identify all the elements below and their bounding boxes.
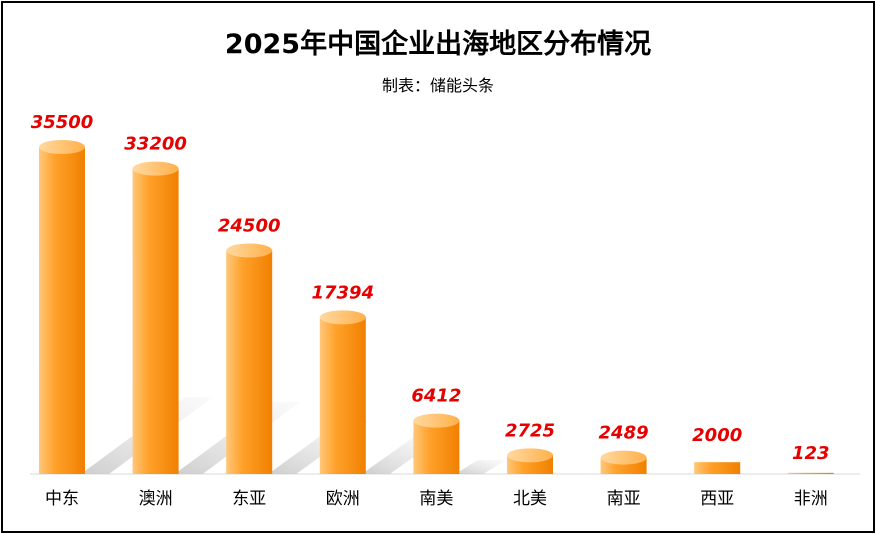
bar — [694, 462, 741, 474]
bar — [39, 147, 85, 474]
value-label: 123 — [792, 443, 830, 464]
bar-cap — [413, 413, 460, 428]
bar-cap — [507, 448, 553, 463]
bar — [787, 472, 834, 474]
chart-title: 2025年中国企业出海地区分布情况 — [224, 29, 652, 60]
value-label: 2725 — [505, 420, 555, 441]
category-label: 中东 — [45, 489, 79, 509]
bar — [413, 420, 460, 474]
category-label: 欧洲 — [326, 489, 360, 509]
value-label: 2000 — [692, 425, 742, 446]
category-label: 澳洲 — [139, 489, 173, 509]
bar-cap — [132, 161, 179, 176]
bar — [319, 317, 366, 474]
category-label: 东亚 — [232, 489, 266, 509]
category-label: 南美 — [419, 489, 453, 509]
category-label: 北美 — [513, 489, 547, 509]
value-label: 6412 — [411, 386, 461, 407]
value-label: 2489 — [599, 423, 649, 444]
bar-cap — [319, 310, 366, 325]
category-label: 非洲 — [794, 489, 828, 509]
bar-cap — [226, 243, 273, 258]
value-label: 33200 — [124, 134, 187, 155]
bar — [132, 168, 179, 474]
bar — [226, 250, 273, 474]
bar-cap — [39, 140, 85, 154]
bar-shadow — [455, 460, 506, 474]
chart-subtitle: 制表：储能头条 — [381, 76, 494, 95]
value-label: 35500 — [31, 112, 94, 133]
category-label: 南亚 — [607, 489, 641, 509]
value-label: 17394 — [311, 282, 374, 303]
bar-cap — [600, 450, 647, 465]
value-label: 24500 — [218, 215, 281, 236]
category-label: 西亚 — [700, 489, 734, 509]
